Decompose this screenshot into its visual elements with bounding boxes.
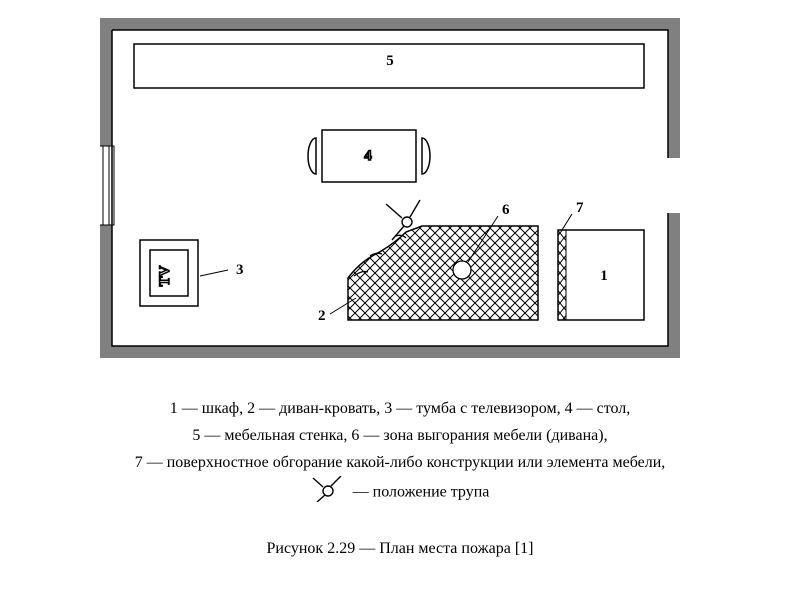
label-1: 1 <box>600 268 608 284</box>
legend-line-3: 7 — поверхностное обгорание какой-либо к… <box>0 449 800 476</box>
label-3: 3 <box>236 262 244 278</box>
surface-burn-7 <box>558 230 566 320</box>
page: 5 4 TV 3 <box>0 0 800 600</box>
legend-line-1: 1 — шкаф, 2 — диван-кровать, 3 — тумба с… <box>0 395 800 422</box>
label-4: 4 <box>364 148 372 164</box>
legend-line-2: 5 — мебельная стенка, 6 — зона выгорания… <box>0 422 800 449</box>
tv-stand-3: TV <box>140 240 198 306</box>
wardrobe-1: 1 <box>558 230 644 320</box>
body-position-icon-legend <box>311 476 345 509</box>
floor-plan: 5 4 TV 3 <box>100 18 680 358</box>
floor-plan-svg: 5 4 TV 3 <box>100 18 680 358</box>
label-2: 2 <box>318 308 326 324</box>
label-3-leader: 3 <box>200 262 244 278</box>
legend-line-4-text: — положение трупа <box>349 483 490 500</box>
label-6: 6 <box>502 202 510 218</box>
furniture-wall-5: 5 <box>134 44 644 88</box>
figure-caption: Рисунок 2.29 — План места пожара [1] <box>0 540 800 558</box>
label-5: 5 <box>386 53 394 69</box>
label-7-leader: 7 <box>562 200 584 230</box>
label-tv: TV <box>157 265 173 286</box>
sofa-2 <box>348 226 538 320</box>
table-4: 4 <box>308 130 430 182</box>
label-7: 7 <box>576 200 584 216</box>
legend-line-4: — положение трупа <box>0 476 800 509</box>
